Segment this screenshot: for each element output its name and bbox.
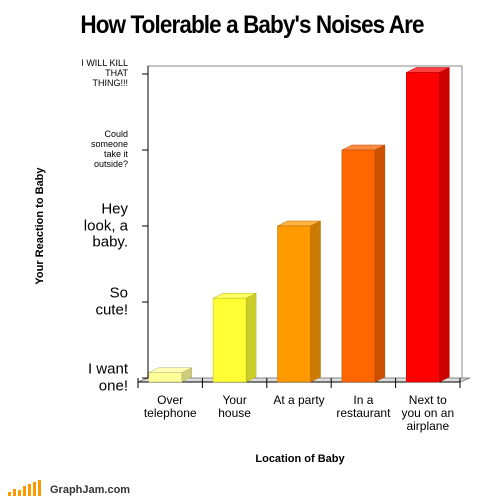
bar <box>148 372 182 383</box>
x-tick-label: Your house <box>218 393 251 421</box>
footer: GraphJam.com <box>50 484 131 496</box>
x-tick-label: At a party <box>273 393 325 407</box>
y-tick-label: I WILL KILL THAT THING!!! <box>81 58 128 88</box>
x-tick-label: In a restaurant <box>336 393 391 421</box>
bar-side <box>439 67 450 383</box>
x-axis-label: Location of Baby <box>255 453 345 465</box>
bar-side <box>310 220 321 383</box>
bar <box>212 297 247 383</box>
y-tick-label: I want one! <box>87 360 128 394</box>
x-tick-label: Over telephone <box>143 393 197 421</box>
bar <box>277 225 311 383</box>
chart-title: How Tolerable a Baby's Noises Are <box>80 11 424 39</box>
bar <box>406 72 440 383</box>
y-axis-label: Your Reaction to Baby <box>33 167 46 285</box>
footer-icon <box>8 480 41 496</box>
bar <box>341 149 376 383</box>
y-tick-label: Could someone take it outside? <box>90 129 128 169</box>
y-tick-label: Hey look, a baby. <box>83 200 128 251</box>
bar-side <box>245 292 257 383</box>
bar-side <box>374 144 386 383</box>
x-tick-label: Next to you on an airplane <box>401 393 455 434</box>
y-tick-label: So cute! <box>95 284 128 318</box>
